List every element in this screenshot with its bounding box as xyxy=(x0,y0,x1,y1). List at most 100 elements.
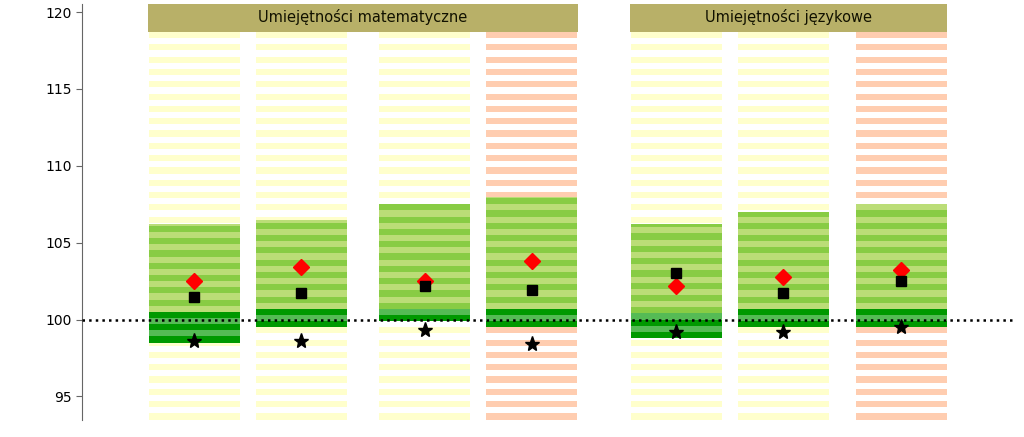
Bar xyxy=(631,143,722,149)
Bar xyxy=(486,303,578,309)
Bar xyxy=(486,321,578,327)
Bar xyxy=(256,112,347,118)
Bar xyxy=(256,346,347,352)
Bar xyxy=(738,346,829,352)
Bar xyxy=(738,198,829,204)
Bar xyxy=(486,26,578,32)
Bar xyxy=(738,358,829,364)
Bar xyxy=(631,295,722,301)
Bar xyxy=(486,272,578,278)
Bar xyxy=(379,112,470,118)
Bar xyxy=(256,284,347,290)
Bar xyxy=(148,173,240,180)
Bar xyxy=(631,167,722,173)
Bar xyxy=(379,272,470,278)
Bar xyxy=(486,297,578,303)
Bar xyxy=(256,272,347,278)
Bar xyxy=(486,38,578,44)
Bar xyxy=(486,247,578,253)
Bar xyxy=(148,300,240,306)
Bar xyxy=(856,309,947,315)
Bar xyxy=(148,235,240,241)
Bar xyxy=(856,38,947,44)
Bar xyxy=(256,247,347,253)
Bar xyxy=(148,75,240,81)
Bar xyxy=(486,69,578,75)
Bar xyxy=(148,238,240,244)
Bar xyxy=(856,173,947,180)
Bar xyxy=(631,26,722,32)
Bar xyxy=(631,272,722,278)
Bar xyxy=(379,51,470,57)
Bar xyxy=(738,260,829,266)
Bar xyxy=(856,112,947,118)
Bar xyxy=(486,81,578,87)
Bar xyxy=(148,293,240,300)
Bar xyxy=(856,4,947,7)
Bar xyxy=(256,149,347,155)
Bar xyxy=(631,192,722,198)
Bar xyxy=(148,269,240,275)
Bar xyxy=(148,250,240,257)
Bar xyxy=(856,413,947,420)
Bar xyxy=(856,192,947,198)
Bar xyxy=(148,303,240,309)
Bar xyxy=(631,346,722,352)
Bar xyxy=(148,318,240,324)
Bar xyxy=(379,217,470,223)
Bar xyxy=(631,223,722,229)
Bar xyxy=(631,63,722,69)
Bar xyxy=(486,204,578,210)
Bar xyxy=(486,198,578,204)
Bar xyxy=(486,112,578,118)
Bar xyxy=(256,223,347,229)
Bar xyxy=(486,346,578,352)
Bar xyxy=(738,241,829,247)
Bar xyxy=(256,241,347,247)
Bar xyxy=(148,389,240,395)
Bar xyxy=(148,333,240,340)
Bar xyxy=(856,210,947,217)
Bar xyxy=(256,63,347,69)
Bar xyxy=(148,364,240,370)
Bar xyxy=(256,100,347,106)
Bar xyxy=(256,340,347,346)
Bar xyxy=(486,87,578,94)
Bar xyxy=(631,149,722,155)
Bar xyxy=(738,81,829,87)
Bar xyxy=(856,272,947,278)
Bar xyxy=(256,247,347,253)
Bar xyxy=(148,309,240,315)
Bar xyxy=(856,44,947,51)
Bar xyxy=(379,315,470,321)
Bar xyxy=(856,87,947,94)
Bar xyxy=(856,315,947,321)
Bar xyxy=(148,87,240,94)
Bar xyxy=(256,229,347,235)
Bar xyxy=(379,253,470,260)
Bar xyxy=(856,284,947,290)
Bar xyxy=(148,149,240,155)
Bar xyxy=(738,297,829,303)
Bar xyxy=(631,413,722,420)
Bar xyxy=(379,44,470,51)
Bar xyxy=(256,155,347,161)
Bar xyxy=(379,309,470,315)
Bar xyxy=(486,290,578,297)
Bar xyxy=(148,287,240,293)
Bar xyxy=(148,272,240,278)
Bar xyxy=(148,370,240,376)
Bar xyxy=(856,217,947,223)
Bar xyxy=(856,20,947,26)
Bar xyxy=(631,161,722,167)
Bar xyxy=(856,204,947,210)
Bar xyxy=(148,186,240,192)
Bar xyxy=(148,278,240,284)
Bar xyxy=(486,284,578,290)
Bar xyxy=(738,376,829,383)
Bar xyxy=(379,204,470,210)
Bar xyxy=(856,229,947,235)
Bar xyxy=(631,14,722,20)
Bar xyxy=(256,395,347,401)
Bar xyxy=(256,69,347,75)
